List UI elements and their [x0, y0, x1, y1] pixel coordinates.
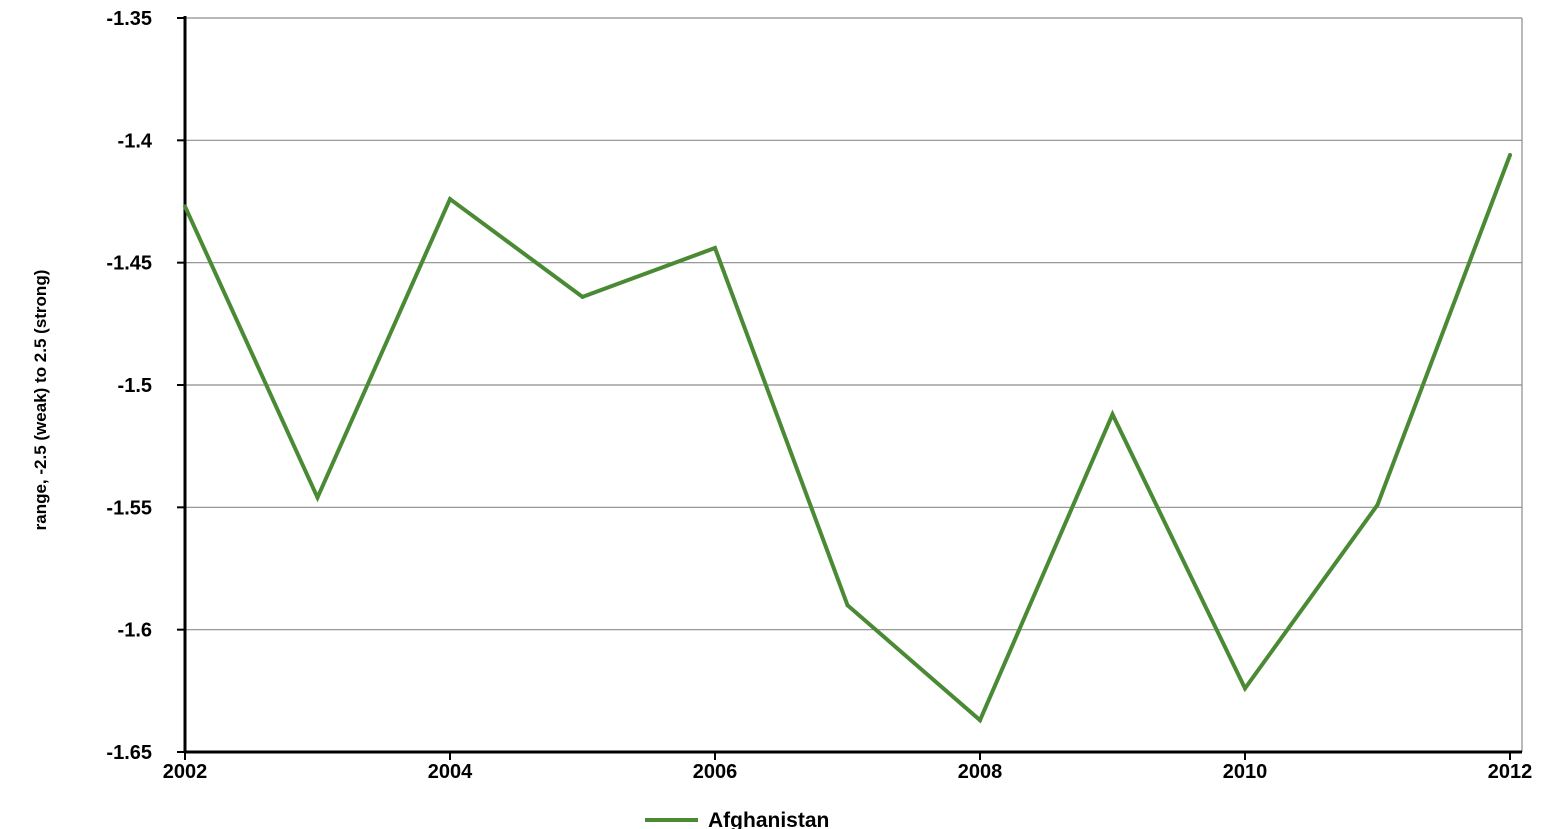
data-point — [1110, 412, 1115, 417]
y-tick-label: -1.45 — [106, 253, 152, 275]
data-point — [1508, 153, 1512, 158]
data-point — [713, 245, 717, 250]
data-point — [580, 294, 585, 299]
x-tick-label: 2008 — [958, 761, 1003, 783]
series-line-afghanistan — [183, 154, 1512, 724]
data-point — [978, 718, 982, 723]
legend-label-afghanistan: Afghanistan — [708, 809, 829, 829]
y-tick-label: -1.5 — [118, 375, 152, 397]
y-tick-label: -1.6 — [118, 620, 152, 642]
x-tick-label: 2004 — [428, 761, 473, 783]
data-point — [845, 603, 850, 608]
y-tick-label: -1.35 — [106, 8, 152, 30]
y-axis-title: range, -2.5 (weak) to 2.5 (strong) — [31, 270, 50, 531]
axes — [177, 16, 1523, 760]
x-tick-label: 2010 — [1223, 761, 1268, 783]
x-tick-label: 2012 — [1488, 761, 1533, 783]
series-lines — [183, 153, 1512, 724]
data-point — [1375, 502, 1380, 507]
x-axis-tick-labels: 2002 2004 2006 2008 2010 2012 — [163, 761, 1533, 783]
y-tick-label: -1.65 — [106, 742, 152, 764]
x-tick-label: 2006 — [693, 761, 738, 783]
y-tick-label: -1.4 — [118, 130, 153, 152]
data-point — [448, 197, 452, 202]
data-point — [315, 495, 320, 500]
x-tick-label: 2002 — [163, 761, 208, 783]
data-point — [183, 204, 187, 209]
legend: Afghanistan — [645, 809, 829, 829]
y-axis-tick-labels: -1.35 -1.4 -1.45 -1.5 -1.55 -1.6 -1.65 — [106, 8, 152, 764]
data-point — [1243, 686, 1247, 691]
gridlines — [185, 17, 1522, 631]
y-tick-label: -1.55 — [106, 497, 152, 519]
